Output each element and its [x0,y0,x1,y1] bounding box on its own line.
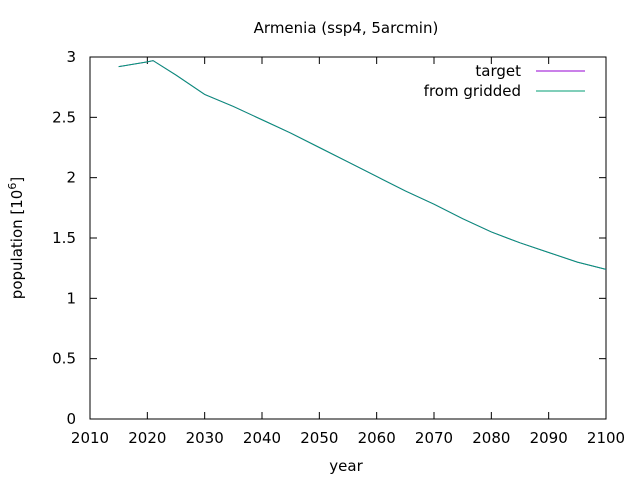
x-tick-label: 2040 [243,429,281,447]
y-tick-label: 3 [66,48,76,66]
x-tick-label: 2060 [358,429,396,447]
chart-title: Armenia (ssp4, 5arcmin) [254,19,439,37]
x-tick-label: 2090 [530,429,568,447]
x-tick-label: 2100 [587,429,625,447]
legend: target from gridded [424,62,585,100]
x-tick-label: 2080 [472,429,510,447]
plot-frame [89,56,607,420]
y-axis-label-main: population [10 [8,190,26,300]
x-axis-label: year [329,457,363,475]
y-axis-label-close: ] [8,177,26,183]
y-tick-label: 0.5 [52,350,76,368]
series-line-target [118,60,607,270]
x-tick-label: 2070 [415,429,453,447]
y-tick-labels: 0 0.5 1 1.5 2 2.5 3 [52,48,76,428]
y-tick-label: 0 [66,410,76,428]
series-lines [118,60,607,270]
series-line-from-gridded [118,60,607,270]
x-tick-labels: 2010 2020 2030 2040 2050 2060 2070 2080 2090 2100 [71,429,625,447]
x-tick-label: 2020 [128,429,166,447]
y-axis-label-exponent: 6 [6,183,19,190]
y-tick-label: 1 [66,289,76,307]
legend-label-target: target [475,62,521,80]
axis-ticks [89,56,607,420]
x-tick-label: 2030 [186,429,224,447]
y-tick-label: 2 [66,169,76,187]
y-tick-label: 1.5 [52,229,76,247]
x-tick-label: 2010 [71,429,109,447]
legend-label-from-gridded: from gridded [424,82,521,100]
x-tick-label: 2050 [300,429,338,447]
y-axis-label: population [106] [6,177,26,299]
y-tick-label: 2.5 [52,108,76,126]
